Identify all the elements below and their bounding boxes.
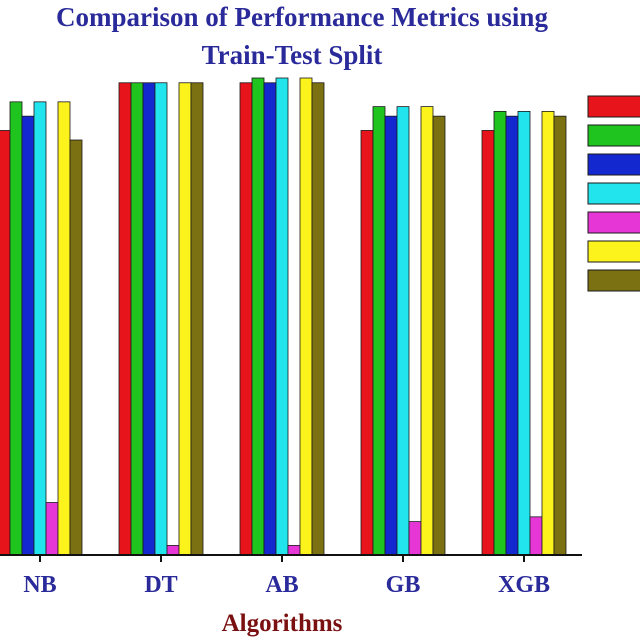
bar-dt-series-1 — [118, 82, 132, 556]
bar-xgb-series-3 — [505, 115, 519, 556]
bar-xgb-series-6 — [541, 110, 555, 556]
bar-nb-series-4 — [33, 101, 47, 556]
bar-ab-series-5 — [287, 545, 301, 556]
bar-xgb-series-4 — [517, 110, 531, 556]
x-tick-label-xgb: XGB — [498, 572, 550, 598]
legend-swatch-3 — [587, 153, 640, 176]
legend-swatch-4 — [587, 182, 640, 205]
bar-nb-series-2 — [9, 101, 23, 556]
bar-xgb-series-2 — [493, 110, 507, 556]
x-tick-label-nb: NB — [23, 572, 56, 598]
bar-gb-series-3 — [384, 115, 398, 556]
bar-nb-series-7 — [69, 139, 83, 556]
bar-xgb-series-5 — [529, 516, 543, 556]
bar-ab-series-1 — [239, 82, 253, 556]
bar-xgb-series-7 — [553, 115, 567, 556]
chart-title-line-2: Train-Test Split — [202, 40, 383, 70]
bar-nb-series-1 — [0, 130, 11, 556]
bar-dt-series-3 — [142, 82, 156, 556]
legend — [587, 95, 640, 292]
bar-gb-series-1 — [360, 130, 374, 556]
bars-group — [0, 77, 567, 556]
bar-gb-series-5 — [408, 521, 422, 556]
bar-gb-series-6 — [420, 106, 434, 556]
x-axis-label: Algorithms — [222, 610, 343, 637]
bar-gb-series-7 — [432, 115, 446, 556]
bar-nb-series-6 — [57, 101, 71, 556]
x-tick-label-ab: AB — [265, 572, 298, 598]
bar-dt-series-6 — [178, 82, 192, 556]
legend-swatch-5 — [587, 211, 640, 234]
legend-swatch-6 — [587, 240, 640, 263]
legend-swatch-2 — [587, 124, 640, 147]
chart-title-line-1: Comparison of Performance Metrics using — [56, 2, 548, 32]
legend-swatch-1 — [587, 95, 640, 118]
bar-xgb-series-1 — [481, 130, 495, 556]
bar-ab-series-3 — [263, 82, 277, 556]
bar-gb-series-4 — [396, 106, 410, 556]
bar-ab-series-7 — [311, 82, 325, 556]
bar-gb-series-2 — [372, 106, 386, 556]
bar-nb-series-3 — [21, 115, 35, 556]
bar-dt-series-2 — [130, 82, 144, 556]
bar-ab-series-6 — [299, 77, 313, 556]
bar-dt-series-7 — [190, 82, 204, 556]
x-tick-label-gb: GB — [386, 572, 421, 598]
x-tick-label-dt: DT — [144, 572, 177, 598]
bar-nb-series-5 — [45, 502, 59, 556]
bar-ab-series-4 — [275, 77, 289, 556]
bar-ab-series-2 — [251, 77, 265, 556]
bar-dt-series-4 — [154, 82, 168, 556]
x-tick-group: NB DT AB GB XGB — [23, 555, 550, 598]
legend-swatch-7 — [587, 269, 640, 292]
bar-dt-series-5 — [166, 545, 180, 556]
